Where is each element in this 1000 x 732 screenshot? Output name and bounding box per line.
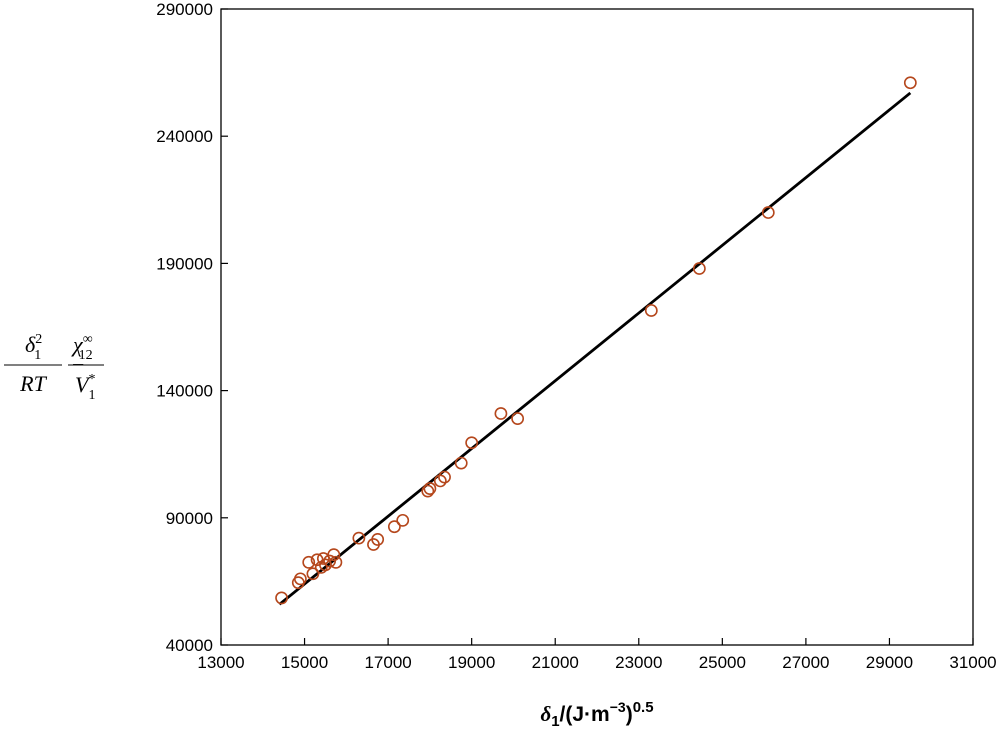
y-tick-label: 140000 — [156, 382, 213, 401]
x-tick-label: 29000 — [866, 653, 913, 672]
x-axis-title-power: 0.5 — [633, 699, 654, 716]
x-tick-label: 19000 — [448, 653, 495, 672]
x-tick-label: 25000 — [699, 653, 746, 672]
y-title-frac1-denominator: RT — [19, 371, 47, 396]
x-tick-label: 15000 — [281, 653, 328, 672]
x-tick-label: 31000 — [949, 653, 996, 672]
y-tick-label: 290000 — [156, 0, 213, 19]
data-points — [275, 76, 917, 605]
x-axis-title-symbol: δ — [540, 702, 551, 726]
data-point — [275, 591, 288, 605]
x-tick-label: 13000 — [197, 653, 244, 672]
data-point — [352, 531, 366, 545]
fit-line — [278, 91, 912, 606]
data-point — [454, 456, 468, 470]
x-tick-label: 27000 — [782, 653, 829, 672]
x-tick-label: 21000 — [532, 653, 579, 672]
y-title-chi: χ — [71, 332, 84, 357]
plot-area-frame — [220, 8, 974, 646]
x-axis-title: δ1/(J·m−3)0.5 — [540, 699, 653, 730]
y-tick-label: 90000 — [166, 509, 213, 528]
x-axis-title-unit: /(J·m — [560, 703, 610, 726]
data-point — [644, 304, 658, 317]
data-point — [306, 567, 320, 581]
data-point — [421, 484, 435, 498]
y-title-v-subscript: 1 — [88, 388, 95, 403]
y-tick-label: 40000 — [166, 636, 213, 655]
y-title-v: V — [75, 372, 91, 397]
x-tick-label: 17000 — [364, 653, 411, 672]
data-point — [323, 554, 337, 568]
y-tick-label: 190000 — [156, 254, 213, 273]
data-point — [293, 572, 307, 586]
data-point — [761, 206, 775, 219]
y-title-chi-superscript: ∞ — [83, 332, 93, 347]
data-point — [465, 436, 479, 450]
data-point — [511, 412, 525, 425]
y-axis-ticks: 40000 90000 140000 190000 240000 290000 — [156, 0, 228, 655]
y-title-frac2-numerator: χ∞ 12 — [71, 332, 93, 363]
y-axis-title: δ2 1 RT − χ∞ 12 V* 1 — [4, 332, 104, 403]
data-point — [371, 533, 385, 546]
data-point — [302, 555, 316, 569]
data-point — [433, 474, 447, 488]
data-point — [329, 555, 343, 569]
data-point — [327, 548, 341, 562]
y-tick-label: 240000 — [156, 127, 213, 146]
y-title-delta-superscript: 2 — [35, 332, 42, 347]
data-point — [692, 262, 706, 275]
y-title-frac1-numerator: δ2 1 — [25, 332, 42, 363]
fit-line-layer — [278, 91, 912, 606]
y-title-frac2-denominator: V* 1 — [75, 372, 95, 403]
x-axis-title-close: ) — [626, 703, 633, 726]
y-title-delta-subscript: 1 — [34, 348, 41, 363]
y-title-delta: δ — [25, 332, 36, 357]
data-point — [494, 407, 508, 420]
x-tick-label: 23000 — [615, 653, 662, 672]
x-axis-title-unit-exponent: −3 — [610, 699, 626, 715]
data-point — [387, 520, 401, 534]
x-axis-ticks: 13000 15000 17000 19000 21000 23000 25000 27000… — [197, 638, 997, 672]
y-title-v-superscript: * — [88, 372, 95, 387]
x-axis-title-subscript: 1 — [551, 713, 559, 730]
data-point — [396, 513, 410, 527]
data-point — [438, 470, 451, 484]
y-title-chi-subscript: 12 — [79, 348, 93, 363]
data-point — [423, 482, 437, 495]
data-point — [903, 76, 917, 90]
